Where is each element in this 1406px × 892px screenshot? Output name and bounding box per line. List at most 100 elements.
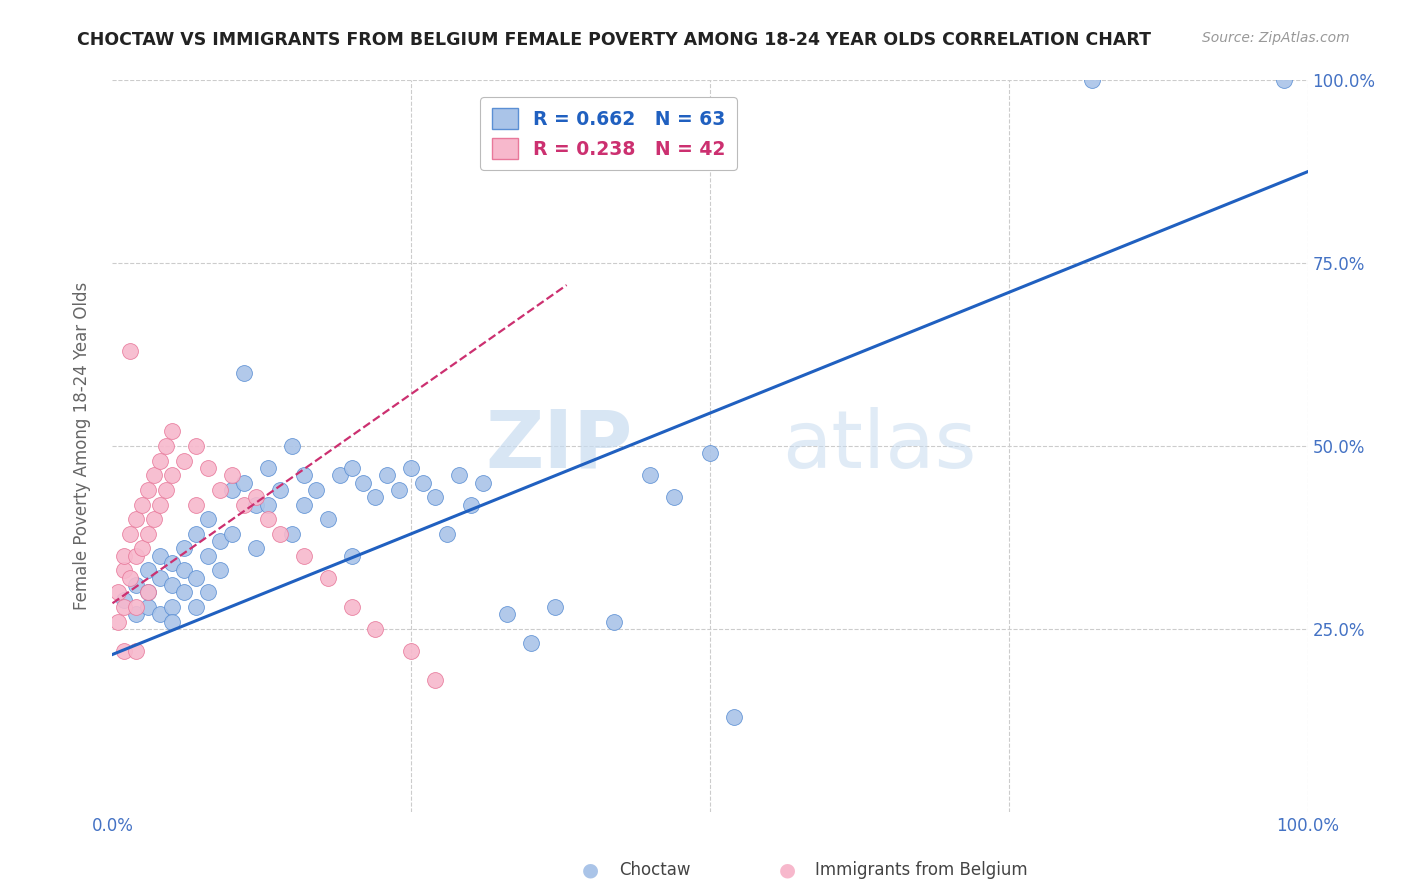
Y-axis label: Female Poverty Among 18-24 Year Olds: Female Poverty Among 18-24 Year Olds xyxy=(73,282,91,610)
Point xyxy=(162,599,183,614)
Point xyxy=(209,483,232,497)
Point xyxy=(425,490,447,504)
Point xyxy=(543,599,565,614)
Point xyxy=(125,599,148,614)
Point xyxy=(114,592,135,607)
Text: ●: ● xyxy=(779,860,796,880)
Point xyxy=(107,615,129,629)
Point xyxy=(340,599,363,614)
Point xyxy=(401,461,423,475)
Point xyxy=(125,644,148,658)
Point xyxy=(221,483,243,497)
Point xyxy=(245,541,267,556)
Point xyxy=(138,599,160,614)
Point xyxy=(149,498,172,512)
Point xyxy=(364,622,387,636)
Point xyxy=(155,483,177,497)
Text: CHOCTAW VS IMMIGRANTS FROM BELGIUM FEMALE POVERTY AMONG 18-24 YEAR OLDS CORRELAT: CHOCTAW VS IMMIGRANTS FROM BELGIUM FEMAL… xyxy=(77,31,1152,49)
Point xyxy=(131,541,153,556)
Point xyxy=(436,526,458,541)
Point xyxy=(292,498,315,512)
Point xyxy=(233,498,256,512)
Point xyxy=(173,563,195,577)
Point xyxy=(412,475,434,490)
Point xyxy=(364,490,387,504)
Point xyxy=(186,439,208,453)
Point xyxy=(340,461,363,475)
Point xyxy=(138,483,160,497)
Point xyxy=(131,498,153,512)
Point xyxy=(186,571,208,585)
Point xyxy=(197,549,219,563)
Point xyxy=(125,549,148,563)
Point xyxy=(269,526,291,541)
Point xyxy=(149,571,172,585)
Point xyxy=(723,709,745,723)
Point xyxy=(245,498,267,512)
Point xyxy=(120,571,142,585)
Point xyxy=(447,468,470,483)
Point xyxy=(305,483,328,497)
Point xyxy=(120,343,142,358)
Point xyxy=(197,585,219,599)
Point xyxy=(316,512,339,526)
Point xyxy=(352,475,374,490)
Legend: R = 0.662   N = 63, R = 0.238   N = 42: R = 0.662 N = 63, R = 0.238 N = 42 xyxy=(481,97,737,169)
Point xyxy=(472,475,495,490)
Point xyxy=(143,468,166,483)
Point xyxy=(664,490,686,504)
Point xyxy=(197,512,219,526)
Point xyxy=(316,571,339,585)
Text: Immigrants from Belgium: Immigrants from Belgium xyxy=(815,861,1028,879)
Point xyxy=(125,607,148,622)
Point xyxy=(209,534,232,549)
Point xyxy=(162,425,183,439)
Point xyxy=(388,483,411,497)
Point xyxy=(186,526,208,541)
Point xyxy=(269,483,291,497)
Point xyxy=(114,644,135,658)
Point xyxy=(281,439,304,453)
Point xyxy=(186,599,208,614)
Point xyxy=(1272,73,1295,87)
Point xyxy=(143,512,166,526)
Point xyxy=(125,512,148,526)
Point xyxy=(155,439,177,453)
Point xyxy=(125,578,148,592)
Point xyxy=(401,644,423,658)
Point xyxy=(257,498,280,512)
Point xyxy=(162,578,183,592)
Point xyxy=(120,526,142,541)
Point xyxy=(245,490,267,504)
Point xyxy=(233,366,256,380)
Point xyxy=(114,599,135,614)
Point xyxy=(281,526,304,541)
Point xyxy=(149,453,172,467)
Point xyxy=(257,512,280,526)
Point xyxy=(460,498,482,512)
Point xyxy=(209,563,232,577)
Text: ●: ● xyxy=(582,860,599,880)
Point xyxy=(107,585,129,599)
Point xyxy=(520,636,543,650)
Point xyxy=(221,468,243,483)
Text: Source: ZipAtlas.com: Source: ZipAtlas.com xyxy=(1202,31,1350,45)
Point xyxy=(292,468,315,483)
Text: ZIP: ZIP xyxy=(485,407,633,485)
Point xyxy=(292,549,315,563)
Point xyxy=(173,585,195,599)
Point xyxy=(425,673,447,687)
Point xyxy=(1081,73,1104,87)
Point xyxy=(340,549,363,563)
Point xyxy=(149,607,172,622)
Point xyxy=(162,468,183,483)
Point xyxy=(186,498,208,512)
Point xyxy=(162,556,183,570)
Point xyxy=(197,461,219,475)
Point xyxy=(640,468,662,483)
Point xyxy=(114,563,135,577)
Point xyxy=(496,607,519,622)
Text: atlas: atlas xyxy=(782,407,976,485)
Point xyxy=(138,526,160,541)
Point xyxy=(257,461,280,475)
